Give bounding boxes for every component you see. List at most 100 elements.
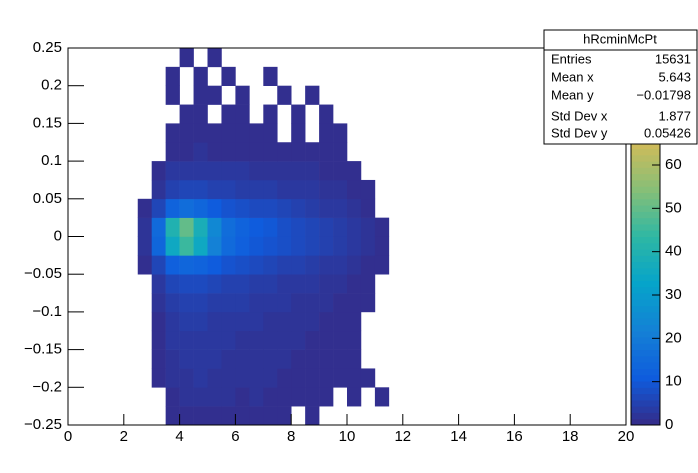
cell [166,48,180,67]
cell [333,255,348,275]
cell [193,255,208,275]
cell [165,293,180,313]
cell [305,123,319,142]
cell [291,198,306,218]
colorbar-step [631,362,660,369]
cell [249,311,264,332]
cell [151,198,166,218]
cell [221,368,236,388]
cell [291,330,306,350]
cell [375,86,389,105]
cell [389,350,403,369]
colorbar-step [631,374,660,382]
cell [347,48,361,67]
cell [263,198,278,218]
cell [347,311,362,332]
colorbar-step [631,330,660,338]
cell [179,123,194,143]
colorbar-step [631,198,660,206]
cell [361,67,375,86]
cell [165,311,180,332]
cell [152,142,166,161]
cell [193,274,208,294]
cell [333,123,348,143]
cell [179,293,194,313]
cell [277,349,292,369]
cell [249,161,264,181]
colorbar-step [631,161,660,168]
cell [151,311,166,332]
cell [235,161,250,181]
cell [152,123,166,142]
y-tick-label: −0.05 [24,265,62,282]
cell [263,179,278,200]
cell [235,330,250,350]
cell [152,48,166,67]
z-tick-label: 60 [665,156,682,173]
cell [221,330,236,350]
colorbar-step [631,393,660,401]
cell [360,368,376,388]
cell [277,198,292,218]
cell [333,67,347,86]
x-tick-label: 8 [287,428,295,445]
cell [277,406,292,426]
y-tick-label: 0.25 [33,39,62,56]
colorbar-step [631,299,660,307]
cell [193,330,208,350]
cell [291,67,305,86]
cell [138,67,152,86]
stats-value: 1.877 [658,108,691,123]
y-tick-label: 0.1 [41,152,62,169]
colorbar-step [631,381,660,388]
y-tick-label: 0.15 [33,114,62,131]
cell [305,255,320,275]
cell [235,179,250,200]
cell [347,274,362,294]
cell [263,123,278,143]
cell [333,387,347,406]
cell [221,142,236,162]
cell [389,180,403,199]
cell [207,48,222,68]
cell [235,85,250,105]
cell [333,161,348,181]
cell [263,48,277,67]
cell [291,86,305,105]
cell [375,48,389,67]
cell [193,198,208,218]
cell [249,368,264,388]
cell [305,217,320,237]
cell [305,406,320,426]
cell [319,48,333,67]
cell [221,406,236,426]
cell [152,105,166,124]
cell [305,142,320,162]
cell [333,217,348,237]
cell [193,66,208,86]
colorbar-step [631,318,660,325]
cell [305,349,320,369]
cell [235,142,250,162]
cell [179,48,194,68]
cell [235,293,250,313]
z-tick-label: 0 [665,416,673,433]
cell [166,105,180,124]
colorbar-step [631,211,660,219]
cell [360,293,376,313]
cell [305,368,320,388]
cell [151,255,166,275]
cell [152,387,166,406]
cell [235,217,250,237]
cell [277,255,292,275]
cell [347,142,361,161]
cell [138,161,152,180]
cell [333,368,348,388]
x-tick-label: 6 [231,428,239,445]
cell [305,198,320,218]
cell [361,331,375,350]
cell [375,105,389,124]
colorbar-step [631,305,660,313]
cell [333,274,348,294]
